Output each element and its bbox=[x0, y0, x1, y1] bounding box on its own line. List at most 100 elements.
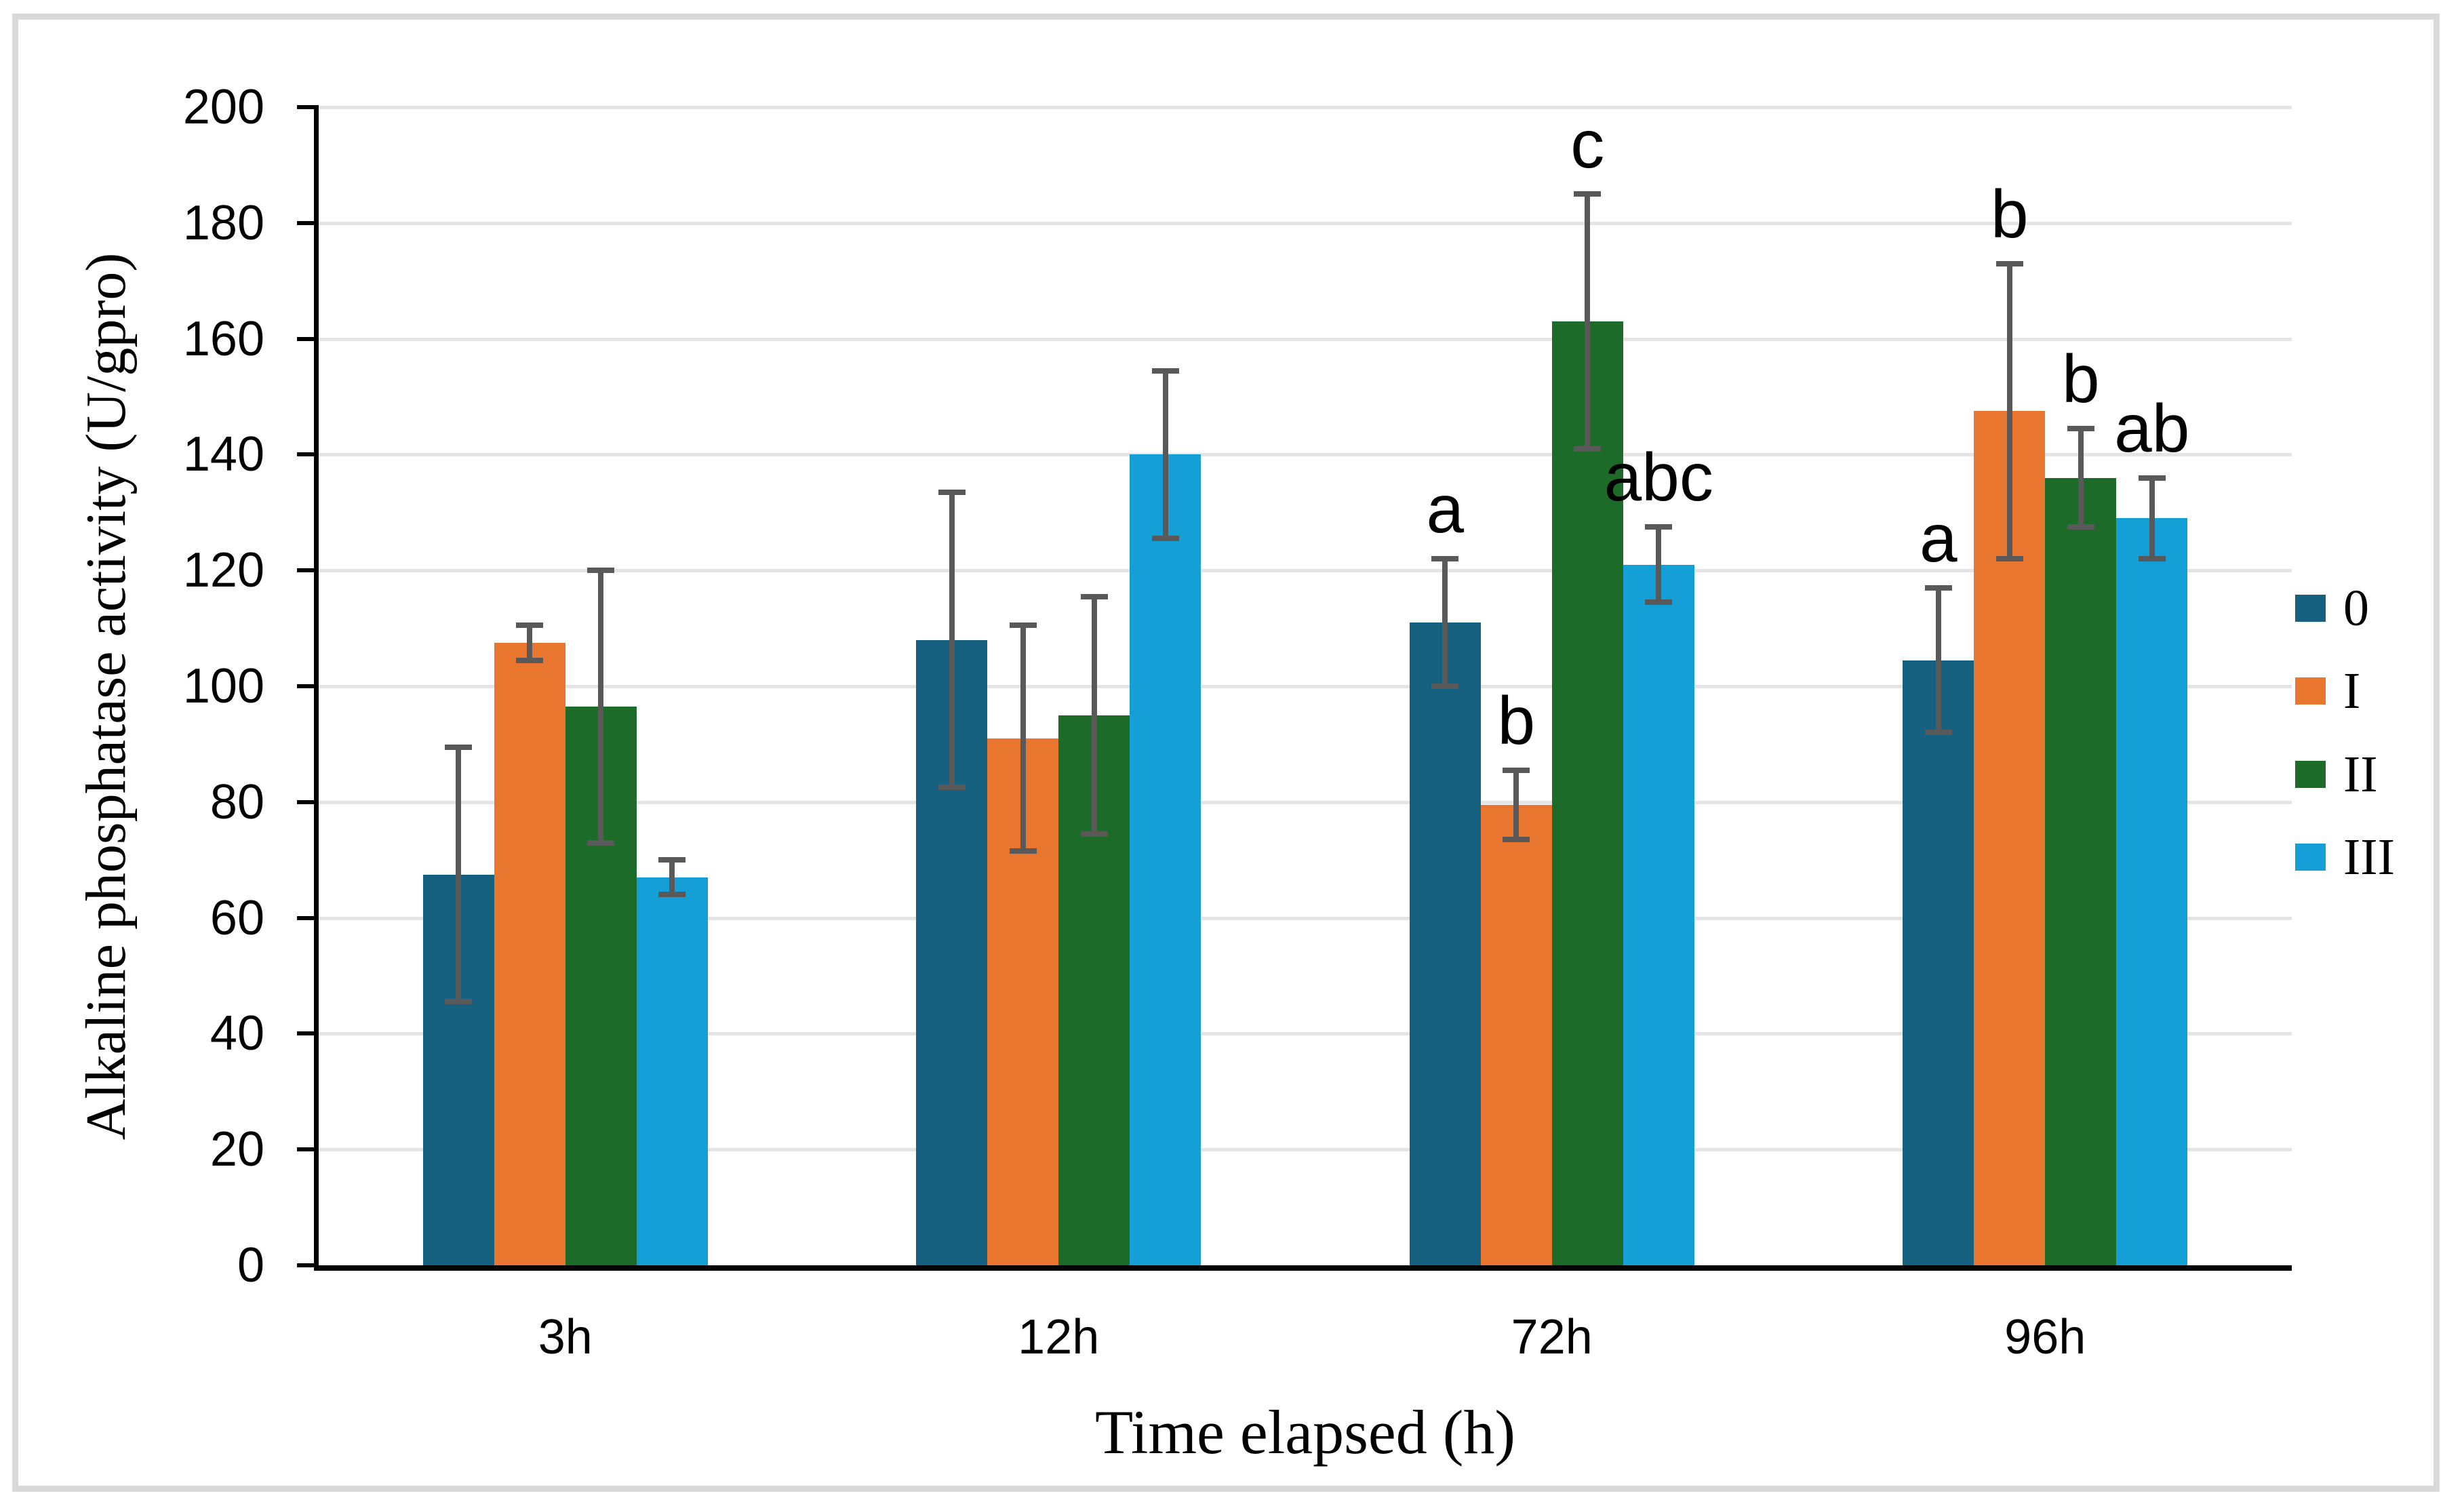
y-tick-label-80: 80 bbox=[210, 774, 264, 829]
figure-border bbox=[12, 14, 2440, 1492]
significance-letter-0-72h: a bbox=[1426, 471, 1465, 548]
error-cap-top-III-72h bbox=[1645, 524, 1673, 530]
error-cap-bottom-0-3h bbox=[445, 999, 473, 1005]
x-category-label-12h: 12h bbox=[1018, 1310, 1100, 1364]
gridline-100 bbox=[319, 685, 2292, 688]
y-tick-40 bbox=[297, 1031, 319, 1036]
gridline-120 bbox=[319, 569, 2292, 573]
error-cap-top-III-96h bbox=[2138, 475, 2166, 481]
gridline-20 bbox=[319, 1148, 2292, 1152]
y-tick-label-100: 100 bbox=[182, 659, 264, 713]
error-cap-bottom-0-12h bbox=[938, 785, 966, 791]
gridline-200 bbox=[319, 106, 2292, 109]
significance-letter-II-72h: c bbox=[1570, 106, 1605, 183]
error-bar-0-96h bbox=[1935, 587, 1941, 733]
legend-item-III: III bbox=[2295, 830, 2395, 884]
significance-letter-II-96h: b bbox=[2061, 340, 2100, 417]
error-cap-top-III-12h bbox=[1151, 368, 1179, 374]
error-bar-III-3h bbox=[669, 860, 675, 895]
error-cap-bottom-III-72h bbox=[1645, 599, 1673, 606]
error-cap-bottom-II-3h bbox=[587, 839, 615, 846]
significance-letter-III-72h: abc bbox=[1604, 439, 1713, 516]
x-category-label-72h: 72h bbox=[1511, 1310, 1593, 1364]
legend-swatch-II bbox=[2295, 761, 2326, 788]
error-cap-top-II-12h bbox=[1080, 593, 1108, 599]
legend-swatch-0 bbox=[2295, 595, 2326, 622]
gridline-180 bbox=[319, 221, 2292, 225]
error-cap-bottom-I-96h bbox=[1995, 556, 2023, 562]
y-tick-180 bbox=[297, 220, 319, 225]
gridline-60 bbox=[319, 916, 2292, 920]
error-cap-bottom-II-96h bbox=[2067, 524, 2094, 530]
error-cap-bottom-0-96h bbox=[1924, 730, 1952, 736]
error-bar-I-3h bbox=[527, 625, 533, 660]
y-tick-label-160: 160 bbox=[182, 311, 264, 366]
error-cap-top-II-96h bbox=[2067, 425, 2094, 431]
error-bar-I-96h bbox=[2006, 263, 2012, 559]
error-cap-top-I-3h bbox=[516, 622, 544, 629]
error-bar-II-12h bbox=[1091, 596, 1097, 834]
error-cap-bottom-I-12h bbox=[1009, 848, 1037, 854]
significance-letter-0-96h: a bbox=[1919, 500, 1958, 576]
y-tick-label-120: 120 bbox=[182, 543, 264, 598]
error-cap-bottom-III-12h bbox=[1151, 536, 1179, 542]
error-bar-II-96h bbox=[2078, 428, 2084, 528]
error-bar-III-72h bbox=[1656, 527, 1662, 603]
error-bar-0-3h bbox=[456, 747, 462, 1002]
y-tick-label-20: 20 bbox=[210, 1122, 264, 1177]
bar-0-96h bbox=[1903, 660, 1974, 1265]
legend-item-II: II bbox=[2295, 747, 2378, 802]
x-category-label-3h: 3h bbox=[538, 1310, 593, 1364]
x-category-label-96h: 96h bbox=[2004, 1310, 2086, 1364]
bar-0-72h bbox=[1409, 622, 1481, 1265]
y-tick-label-180: 180 bbox=[182, 195, 264, 250]
y-tick-label-140: 140 bbox=[182, 427, 264, 482]
y-tick-label-200: 200 bbox=[182, 80, 264, 134]
error-cap-top-0-3h bbox=[445, 744, 473, 750]
gridline-80 bbox=[319, 800, 2292, 804]
error-bar-II-72h bbox=[1585, 194, 1591, 449]
significance-letter-I-72h: b bbox=[1497, 682, 1536, 759]
gridline-140 bbox=[319, 453, 2292, 457]
error-bar-II-3h bbox=[598, 570, 604, 843]
y-tick-140 bbox=[297, 452, 319, 457]
y-tick-label-0: 0 bbox=[237, 1238, 264, 1292]
gridline-160 bbox=[319, 337, 2292, 341]
bar-II-72h bbox=[1551, 321, 1623, 1265]
error-cap-bottom-II-12h bbox=[1080, 831, 1108, 837]
legend-label-I: I bbox=[2343, 662, 2361, 719]
legend-item-I: I bbox=[2295, 664, 2360, 718]
bar-III-3h bbox=[636, 877, 708, 1265]
legend-label-II: II bbox=[2343, 746, 2378, 803]
error-cap-top-0-12h bbox=[938, 489, 966, 495]
legend-item-0: 0 bbox=[2295, 581, 2369, 635]
error-cap-bottom-0-72h bbox=[1431, 684, 1459, 689]
error-bar-0-72h bbox=[1442, 559, 1448, 686]
legend-swatch-I bbox=[2295, 677, 2326, 705]
error-cap-top-III-3h bbox=[658, 857, 686, 863]
gridline-40 bbox=[319, 1032, 2292, 1036]
y-axis-line bbox=[314, 107, 319, 1271]
y-tick-200 bbox=[297, 105, 319, 109]
error-cap-bottom-I-72h bbox=[1503, 837, 1530, 843]
bar-III-72h bbox=[1623, 564, 1694, 1265]
error-cap-top-I-72h bbox=[1503, 767, 1530, 773]
y-tick-label-60: 60 bbox=[210, 890, 264, 945]
y-tick-120 bbox=[297, 568, 319, 573]
y-tick-160 bbox=[297, 336, 319, 341]
x-axis-title: Time elapsed (h) bbox=[1094, 1398, 1516, 1467]
bar-III-12h bbox=[1130, 454, 1201, 1265]
bar-I-3h bbox=[494, 642, 565, 1265]
y-tick-80 bbox=[297, 799, 319, 804]
error-cap-bottom-I-3h bbox=[516, 657, 544, 663]
error-cap-top-0-96h bbox=[1924, 585, 1952, 591]
error-cap-top-II-3h bbox=[587, 568, 615, 574]
error-bar-III-96h bbox=[2149, 477, 2155, 559]
error-bar-I-12h bbox=[1020, 625, 1026, 852]
error-bar-0-12h bbox=[949, 492, 955, 788]
legend-label-III: III bbox=[2343, 829, 2395, 886]
error-cap-bottom-III-96h bbox=[2138, 556, 2166, 562]
significance-letter-III-96h: ab bbox=[2114, 390, 2190, 467]
x-axis-line bbox=[314, 1265, 2292, 1271]
bar-III-96h bbox=[2116, 518, 2188, 1265]
